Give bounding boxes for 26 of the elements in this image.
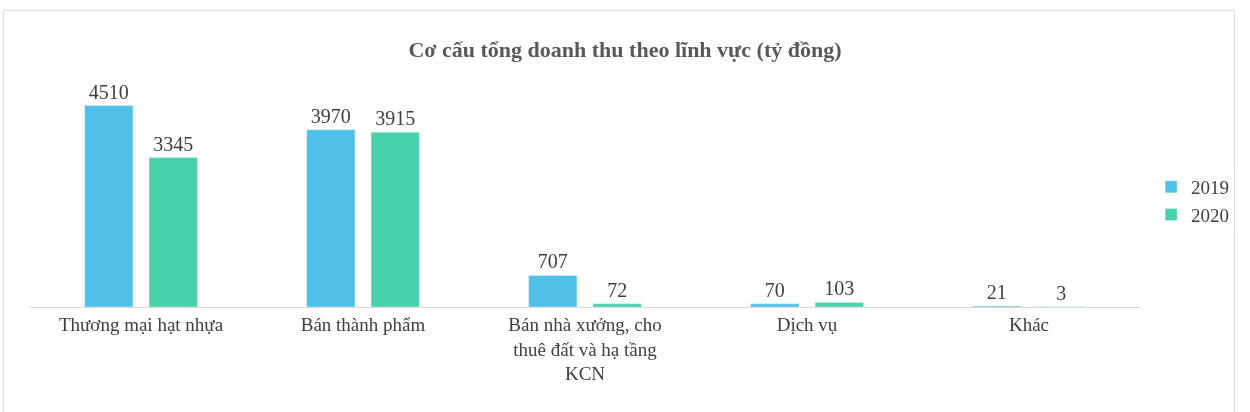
x-tick-label: Khác [1008, 313, 1050, 335]
data-label: 103 [824, 277, 855, 300]
bar [750, 303, 800, 307]
x-tick-label: Bán nhà xưởng, cho thuê đất và hạ tầng KCN [508, 313, 662, 385]
legend-label: 2020 [1191, 204, 1230, 226]
data-label: 3970 [310, 104, 351, 127]
data-label: 70 [764, 278, 785, 301]
data-label: 3345 [153, 132, 194, 155]
legend-label: 2019 [1191, 177, 1230, 199]
data-label: 72 [607, 278, 628, 301]
bar [528, 275, 578, 307]
x-tick-label: Dịch vụ [776, 313, 838, 335]
bar [306, 129, 356, 307]
bar [84, 105, 134, 307]
data-label: 3915 [375, 107, 416, 130]
data-label: 21 [986, 281, 1007, 304]
data-label: 707 [537, 250, 568, 273]
bar [148, 157, 198, 307]
bar [370, 131, 420, 307]
bar [814, 302, 864, 307]
x-tick-label: Bán thành phẩm [300, 313, 426, 335]
chart-title: Cơ cấu tổng doanh thu theo lĩnh vực (tỷ đồng) [408, 36, 842, 62]
data-label: 3 [1056, 281, 1067, 304]
x-tick-label: Thương mại hạt nhựa [58, 313, 224, 335]
data-label: 4510 [88, 80, 129, 103]
bar [592, 303, 642, 307]
